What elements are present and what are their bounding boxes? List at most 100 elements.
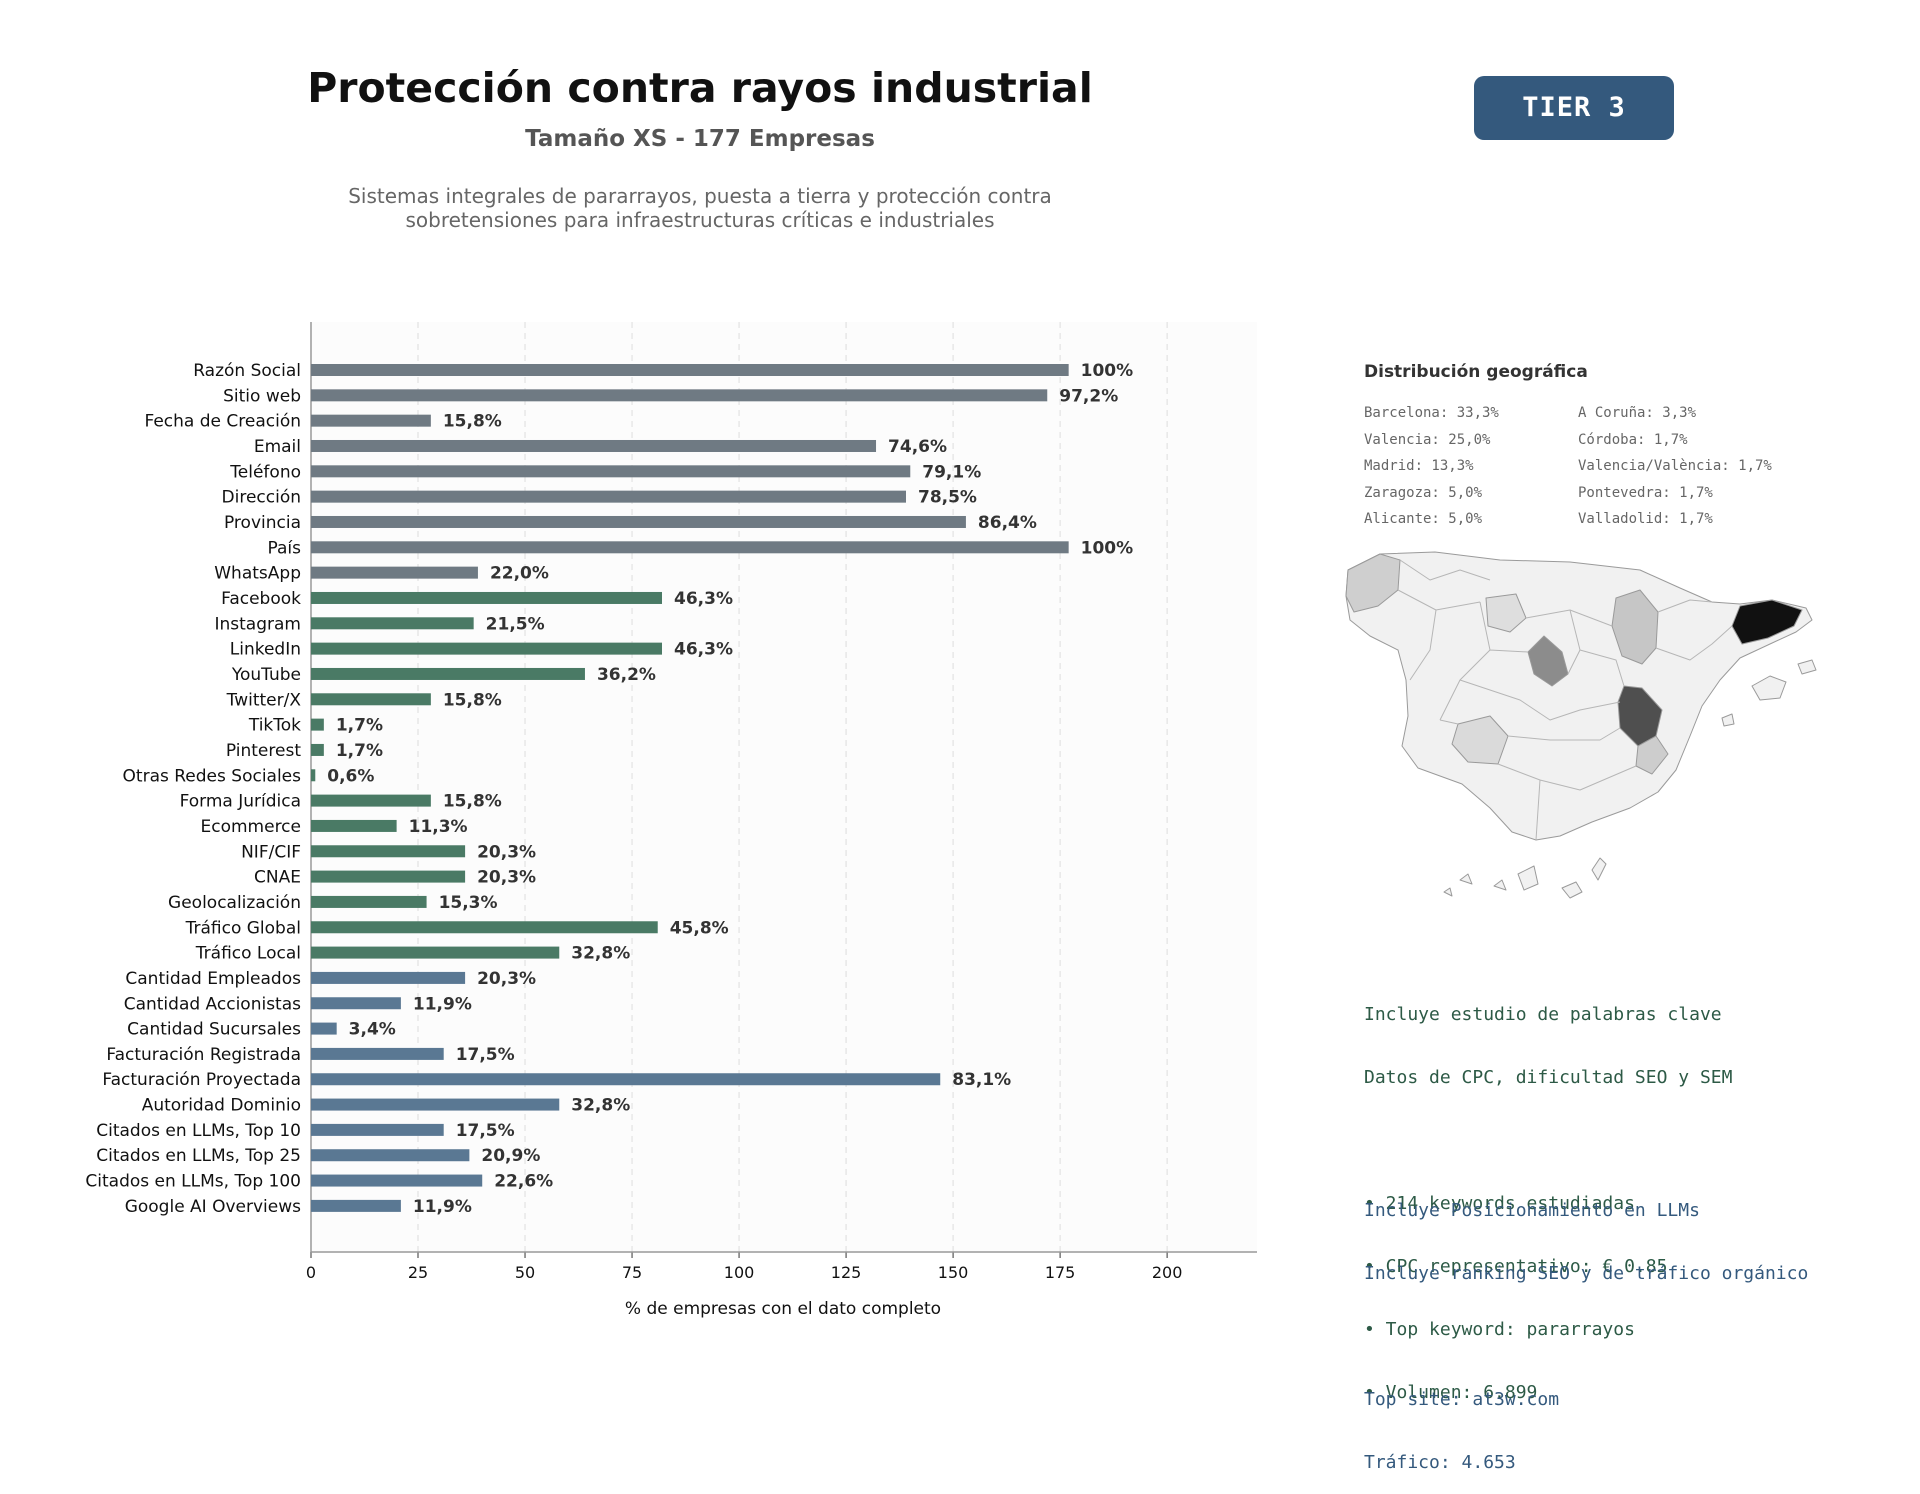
geo-entry: Alicante: 5,0% (1364, 511, 1483, 527)
data-label: 100% (1081, 361, 1134, 381)
data-label: 1,7% (336, 741, 383, 761)
bar (311, 439, 877, 452)
bar (311, 1073, 941, 1086)
category-label: Citados en LLMs, Top 100 (85, 1172, 301, 1192)
page-title: Protección contra rayos industrial (307, 64, 1093, 112)
category-label: País (268, 538, 302, 558)
data-label: 86,4% (978, 513, 1037, 533)
category-label: Geolocalización (168, 893, 301, 913)
x-tick-label: 100 (724, 1263, 755, 1282)
bar (311, 819, 397, 832)
x-tick-label: 25 (408, 1263, 428, 1282)
data-label: 22,6% (494, 1172, 553, 1192)
geo-entry: Barcelona: 33,3% (1364, 405, 1499, 421)
map-region-valladolid (1485, 593, 1527, 633)
tier-badge: TIER 3 (1474, 76, 1674, 140)
data-label: 17,5% (456, 1045, 515, 1065)
geo-entry: Zaragoza: 5,0% (1364, 484, 1483, 501)
data-label: 3,4% (349, 1020, 396, 1040)
llm-line: Incluye Posicionamiento en LLMs (1364, 1200, 1700, 1221)
llm-line: Top site: at3w.com (1364, 1389, 1560, 1410)
data-label: 22,0% (490, 564, 549, 584)
category-label: Citados en LLMs, Top 25 (96, 1146, 301, 1166)
map-region-alicante (1635, 735, 1669, 775)
bar (311, 946, 560, 959)
bar (311, 921, 658, 934)
data-label: 17,5% (456, 1121, 515, 1141)
data-label: 11,9% (413, 994, 472, 1014)
bar (311, 617, 474, 630)
bar (311, 693, 431, 706)
data-label: 15,8% (443, 690, 502, 710)
category-label: Forma Jurídica (180, 792, 301, 812)
category-label: Razón Social (193, 361, 301, 381)
plot-area (311, 322, 1257, 1252)
keywords-line: • CPC representativo: € 0.85 (1364, 1256, 1668, 1277)
data-label: 79,1% (922, 462, 981, 482)
bar (311, 515, 966, 528)
category-label: Sitio web (223, 386, 301, 406)
bar (311, 718, 324, 731)
bar (311, 794, 431, 807)
category-label: Tráfico Global (185, 918, 301, 938)
llm-line: Tráfico: 4.653 (1364, 1452, 1516, 1473)
data-label: 100% (1081, 538, 1134, 558)
geo-entry: Valladolid: 1,7% (1578, 511, 1713, 527)
data-label: 20,3% (477, 868, 536, 888)
category-label: Cantidad Empleados (125, 969, 301, 989)
category-label: Teléfono (229, 462, 301, 482)
data-label: 83,1% (952, 1070, 1011, 1090)
category-label: TikTok (248, 716, 301, 736)
bar (311, 1123, 444, 1136)
category-label: Otras Redes Sociales (123, 766, 302, 786)
data-label: 11,9% (413, 1197, 472, 1217)
bar (311, 1174, 483, 1187)
category-label: LinkedIn (230, 640, 301, 660)
keywords-line: Datos de CPC, dificultad SEO y SEM (1364, 1067, 1733, 1088)
category-label: Fecha de Creación (144, 412, 301, 432)
geo-list-left: Barcelona: 33,3% Valencia: 25,0% Madrid:… (1364, 400, 1499, 533)
map-canary-islands (1591, 857, 1607, 881)
description-line: sobretensiones para infraestructuras crí… (405, 208, 995, 232)
category-label: Instagram (215, 614, 302, 634)
category-label: Autoridad Dominio (142, 1096, 301, 1116)
data-label: 97,2% (1059, 386, 1118, 406)
bar (311, 389, 1048, 402)
data-label: 46,3% (674, 589, 733, 609)
page-description: Sistemas integrales de pararrayos, puest… (300, 184, 1100, 232)
geo-list-right: A Coruña: 3,3% Córdoba: 1,7% Valencia/Va… (1578, 400, 1772, 533)
keywords-line: • Top keyword: pararrayos (1364, 1319, 1635, 1340)
data-label: 21,5% (486, 614, 545, 634)
data-label: 20,3% (477, 969, 536, 989)
spain-choropleth-map (1345, 551, 1817, 899)
bar-chart: 0 25 50 75 100 125 150 175 200 Razón Social 100% Si… (85, 322, 1257, 1319)
data-label: 11,3% (409, 817, 468, 837)
data-label: 36,2% (597, 665, 656, 685)
bar (311, 642, 663, 655)
geo-entry: Córdoba: 1,7% (1578, 431, 1688, 448)
map-region-galicia (1345, 553, 1401, 613)
x-tick-label: 150 (938, 1263, 969, 1282)
keywords-line: • 214 keywords estudiadas (1364, 1193, 1635, 1214)
bar (311, 541, 1069, 554)
data-label: 0,6% (327, 766, 374, 786)
bar (311, 1047, 444, 1060)
map-balearic-islands (1751, 675, 1787, 701)
category-label: WhatsApp (214, 564, 301, 584)
page-subtitle: Tamaño XS - 177 Empresas (525, 126, 875, 152)
description-line: Sistemas integrales de pararrayos, puest… (348, 184, 1052, 208)
llm-line: Incluye ranking SEO y de tráfico orgánic… (1364, 1263, 1809, 1284)
category-label: Cantidad Sucursales (127, 1020, 301, 1040)
data-label: 20,9% (481, 1146, 540, 1166)
data-label: 32,8% (571, 944, 630, 964)
keywords-line: Incluye estudio de palabras clave (1364, 1004, 1722, 1025)
category-label: Ecommerce (201, 817, 302, 837)
bar (311, 364, 1069, 376)
map-mainland (1345, 551, 1813, 841)
data-label: 32,8% (571, 1096, 630, 1116)
map-region-barcelona (1731, 599, 1803, 645)
data-label: 15,8% (443, 792, 502, 812)
data-label: 20,3% (477, 842, 536, 862)
bar (311, 997, 401, 1010)
bar (311, 591, 663, 604)
